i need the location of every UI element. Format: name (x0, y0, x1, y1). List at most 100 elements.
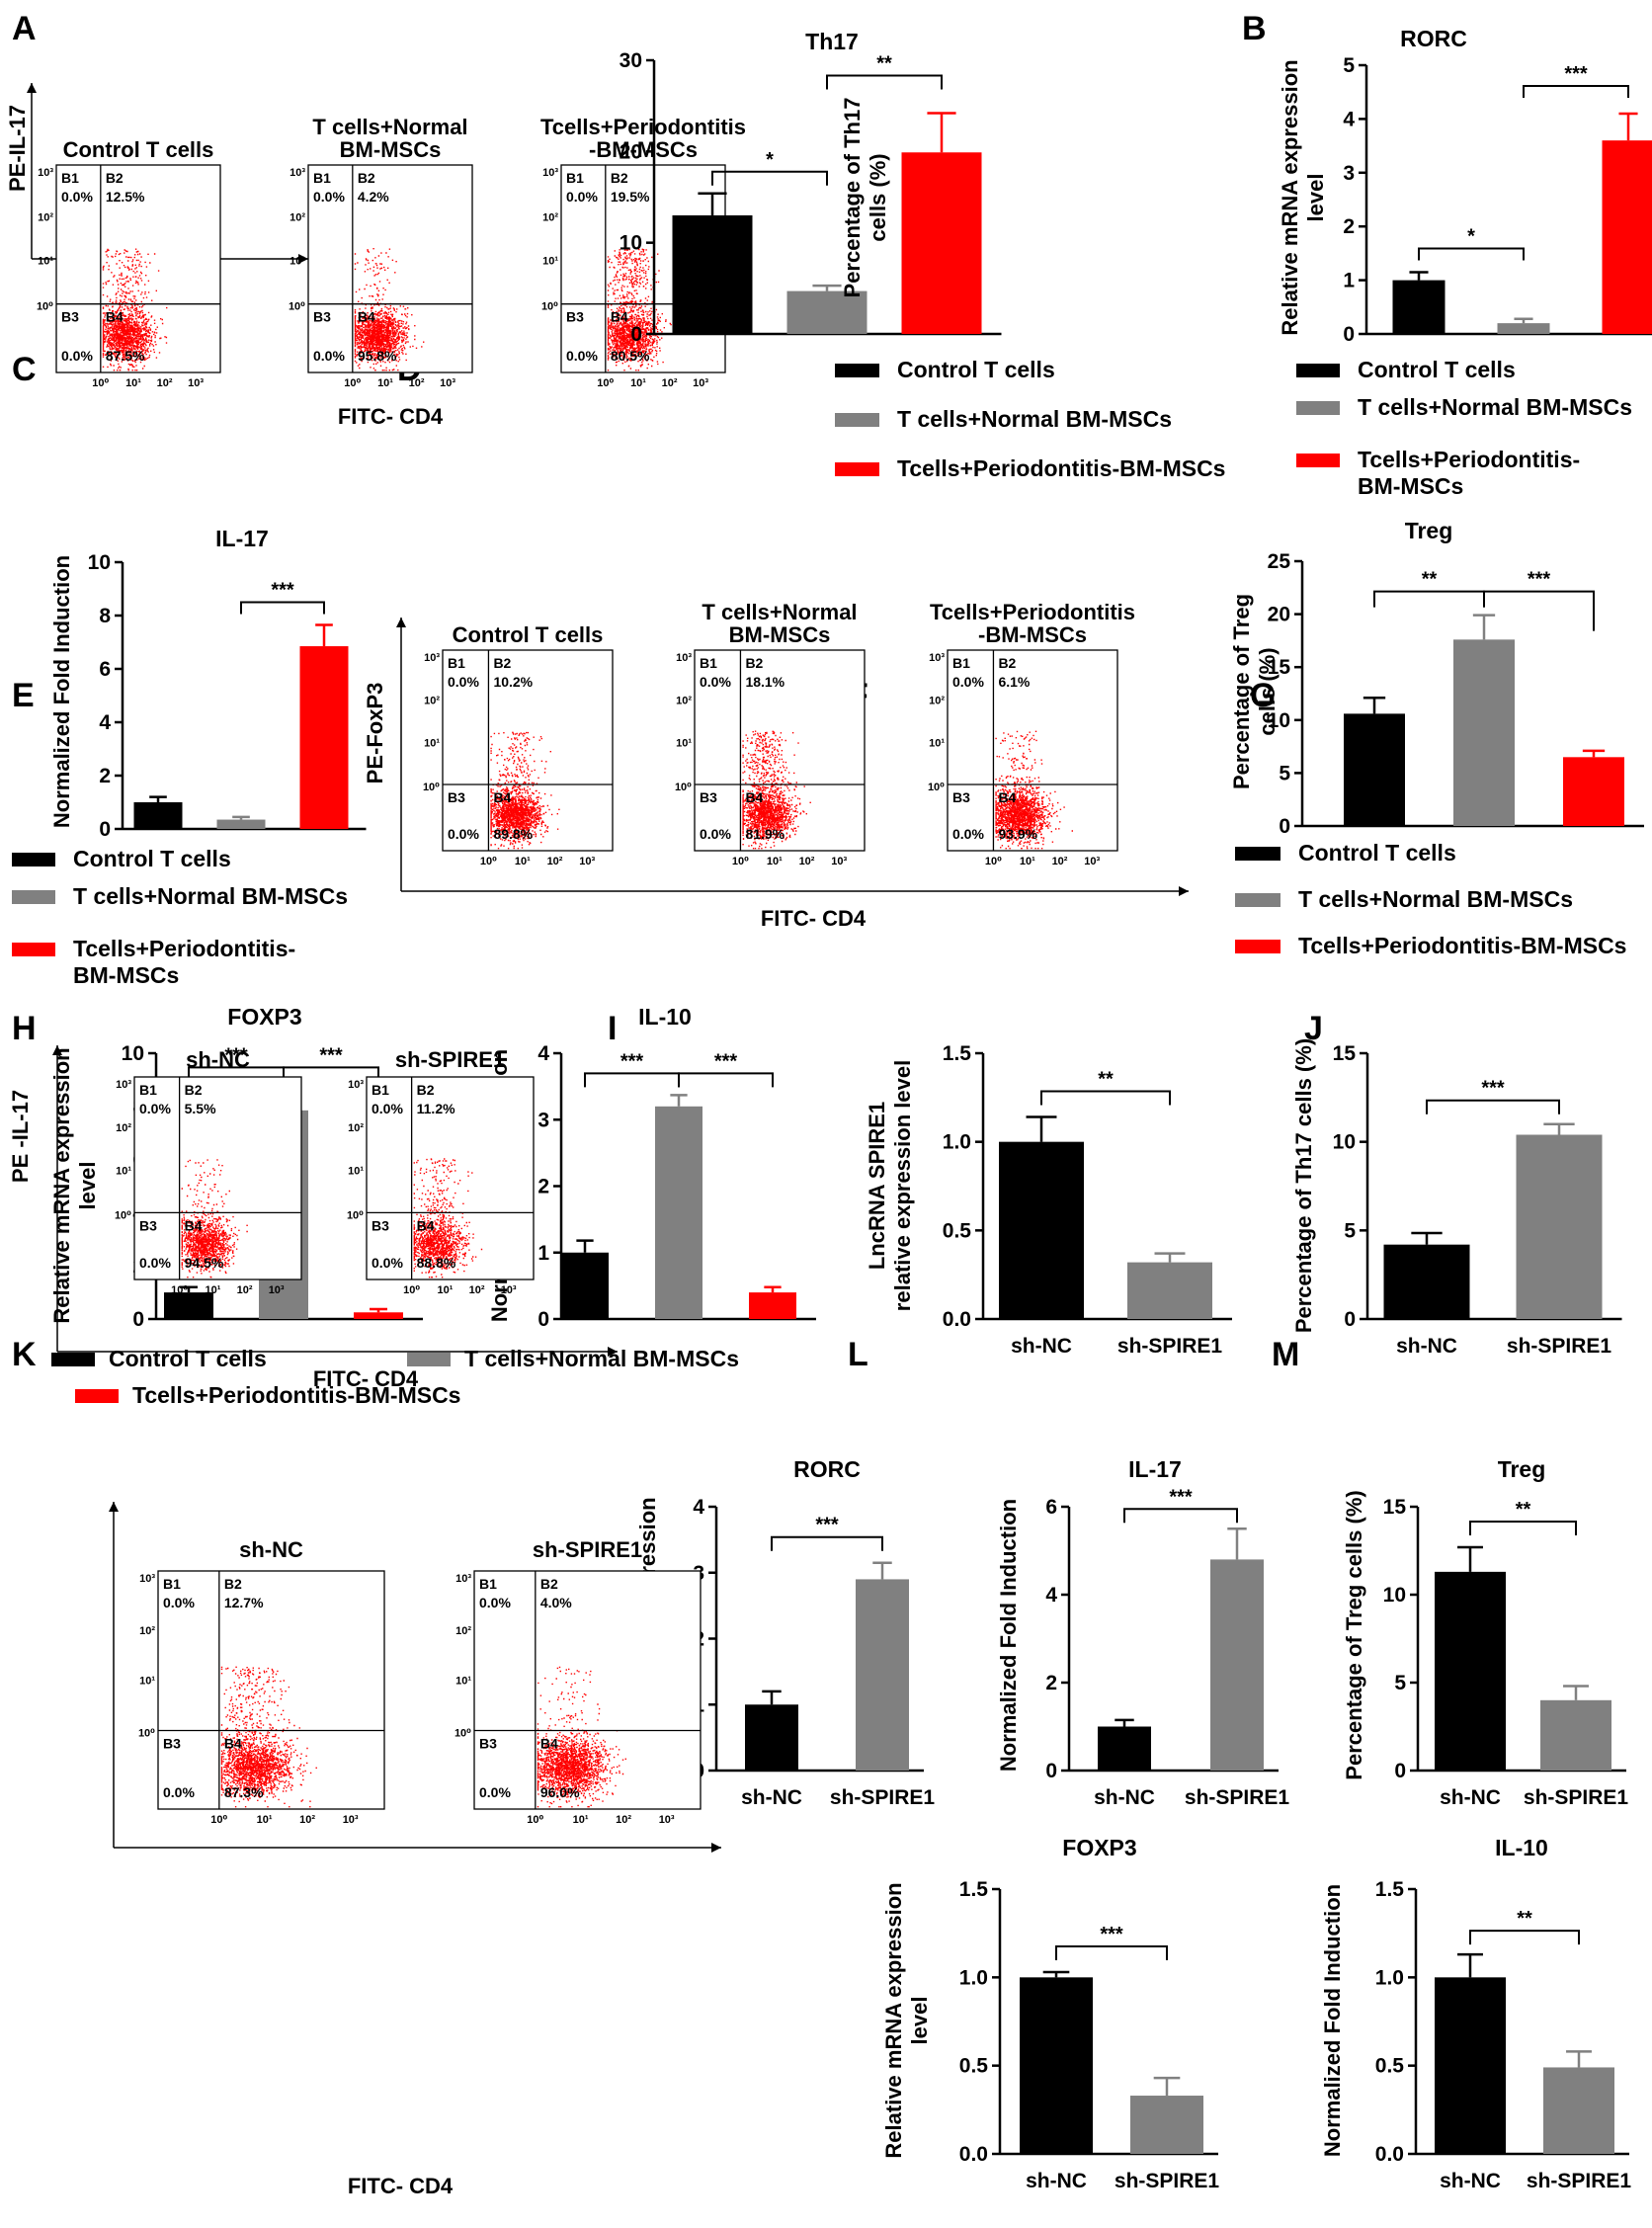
x-tick-label: sh-NC (1440, 1786, 1501, 1809)
flow-y-arrowhead (396, 618, 406, 627)
y-tick-label: 30 (620, 49, 642, 72)
flow-y-arrowhead (27, 83, 37, 93)
legend-swatch (12, 943, 55, 956)
x-decade-tick: 10⁰ (985, 856, 1002, 867)
y-tick-label: 1.5 (959, 1878, 989, 1901)
quadrant-label-b1: B1 (479, 1576, 497, 1592)
y-tick-label: 5 (1279, 762, 1290, 784)
y-axis-label-line2: level (907, 1997, 932, 2045)
quadrant-value-b2: 5.5% (185, 1101, 216, 1116)
bar-2 (856, 1579, 909, 1771)
legend-swatch (835, 364, 879, 377)
flow-plot-header: -BM-MSCs (978, 622, 1087, 647)
legend-swatch (1296, 454, 1340, 467)
bar-1 (1098, 1727, 1151, 1772)
y-tick-label: 10 (1383, 1584, 1406, 1607)
y-decade-tick: 10⁰ (37, 301, 53, 313)
y-tick-label: 0 (1344, 1308, 1356, 1331)
quadrant-value-b4: 95.8% (358, 348, 397, 364)
quadrant-label-b1: B1 (163, 1576, 181, 1592)
flow-plot-A_flow-1: B10.0%B212.5%B30.0%B487.5%10³10²10¹10⁰10… (37, 137, 220, 389)
flow-plot-H_flow-1: B10.0%B25.5%B30.0%B494.5%10³10²10¹10⁰10⁰… (115, 1047, 301, 1296)
panel-label-I: I (608, 1010, 617, 1047)
significance-label: ** (1517, 1908, 1532, 1930)
x-decade-tick: 10¹ (125, 377, 141, 389)
x-tick-label: sh-SPIRE1 (1527, 2170, 1632, 2192)
y-decade-tick: 10² (929, 696, 945, 707)
y-tick-label: 1 (1343, 270, 1355, 292)
y-decade-tick: 10² (289, 211, 305, 223)
quadrant-value-b3: 0.0% (479, 1784, 511, 1800)
x-decade-tick: 10³ (343, 1814, 359, 1826)
legend-swatch (407, 1353, 451, 1366)
flow-plot-header: -BM-MSCs (589, 137, 698, 162)
y-decade-tick: 10² (116, 1122, 131, 1134)
y-tick-label: 0 (1343, 323, 1355, 346)
y-tick-label: 1.0 (943, 1131, 971, 1154)
bar-2 (655, 1107, 702, 1319)
y-tick-label: 25 (1268, 550, 1291, 573)
y-axis-label-line2: level (75, 1162, 100, 1210)
x-tick-label: sh-SPIRE1 (1115, 2170, 1220, 2192)
bar-3 (1563, 757, 1624, 826)
y-tick-label: 0.0 (943, 1308, 971, 1331)
y-tick-label: 0 (1279, 815, 1290, 838)
y-tick-label: 0 (99, 818, 111, 841)
quadrant-label-b2: B2 (493, 655, 511, 671)
significance-label: ** (1098, 1069, 1114, 1091)
y-decade-tick: 10² (348, 1122, 364, 1134)
legend-swatch (1235, 893, 1280, 907)
flow-plot-H_flow-2: B10.0%B211.2%B30.0%B488.8%10³10²10¹10⁰10… (347, 1047, 534, 1296)
legend-entry: Control T cells (897, 357, 1055, 382)
legend-entry: Control T cells (109, 1346, 267, 1371)
x-decade-tick: 10² (409, 377, 425, 389)
y-tick-label: 1.5 (1375, 1878, 1405, 1901)
quadrant-label-b2: B2 (358, 170, 375, 186)
bar-1 (1435, 1977, 1506, 2154)
quadrant-label-b3: B3 (448, 789, 465, 805)
x-decade-tick: 10⁰ (210, 1814, 227, 1826)
bar-3 (354, 1312, 403, 1319)
y-tick-label: 0 (1045, 1760, 1057, 1782)
panel-label-E: E (12, 677, 35, 714)
flow-plot-D_flow-3: B10.0%B26.1%B30.0%B493.9%10³10²10¹10⁰10⁰… (928, 600, 1135, 867)
y-tick-label: 1.0 (1375, 1966, 1404, 1989)
significance-label: *** (1100, 1924, 1123, 1945)
y-decade-tick: 10³ (348, 1079, 364, 1091)
y-tick-label: 2 (1343, 215, 1355, 238)
y-tick-label: 0.0 (959, 2143, 988, 2166)
quadrant-value-b4: 94.5% (185, 1255, 224, 1271)
legend-swatch (12, 890, 55, 904)
y-decade-tick: 10⁰ (928, 782, 945, 793)
y-axis-label-line2: cells (%) (1255, 647, 1280, 735)
flow-plot-D_flow-2: B10.0%B218.1%B30.0%B481.9%10³10²10¹10⁰10… (675, 600, 865, 867)
x-decade-tick: 10³ (831, 856, 847, 867)
quadrant-label-b3: B3 (700, 789, 717, 805)
significance-bracket (712, 172, 827, 186)
quadrant-value-b3: 0.0% (61, 348, 93, 364)
y-decade-tick: 10³ (424, 652, 440, 664)
y-decade-tick: 10³ (542, 167, 558, 179)
flow-x-arrowhead (711, 1843, 721, 1853)
y-axis-label-line1: Percentage of Th17 (840, 98, 865, 298)
x-tick-label: sh-NC (1396, 1335, 1457, 1358)
flow-plot-header: Tcells+Periodontitis (540, 115, 746, 139)
y-tick-label: 3 (537, 1109, 549, 1131)
y-tick-label: 5 (1343, 54, 1355, 77)
bar-1 (164, 1292, 213, 1319)
flow-x-axis-label: FITC- CD4 (313, 1366, 419, 1391)
y-decade-tick: 10³ (116, 1079, 131, 1091)
y-tick-label: 4 (693, 1496, 704, 1519)
y-tick-label: 0.5 (959, 2055, 989, 2078)
y-axis-label: Percentage of Th17 cells (%) (1291, 1038, 1316, 1333)
y-decade-tick: 10¹ (929, 737, 945, 749)
flow-x-arrowhead (1179, 886, 1189, 896)
y-decade-tick: 10² (139, 1625, 155, 1637)
flow-plot-header: sh-NC (239, 1537, 303, 1562)
x-tick-label: sh-NC (1440, 2170, 1501, 2192)
x-decade-tick: 10¹ (205, 1284, 220, 1296)
